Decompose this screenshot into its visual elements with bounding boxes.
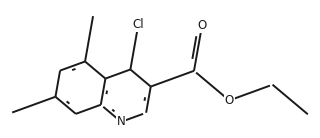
Text: Cl: Cl	[132, 18, 144, 31]
Text: O: O	[225, 94, 234, 107]
Text: O: O	[197, 19, 207, 32]
Text: N: N	[117, 115, 125, 128]
